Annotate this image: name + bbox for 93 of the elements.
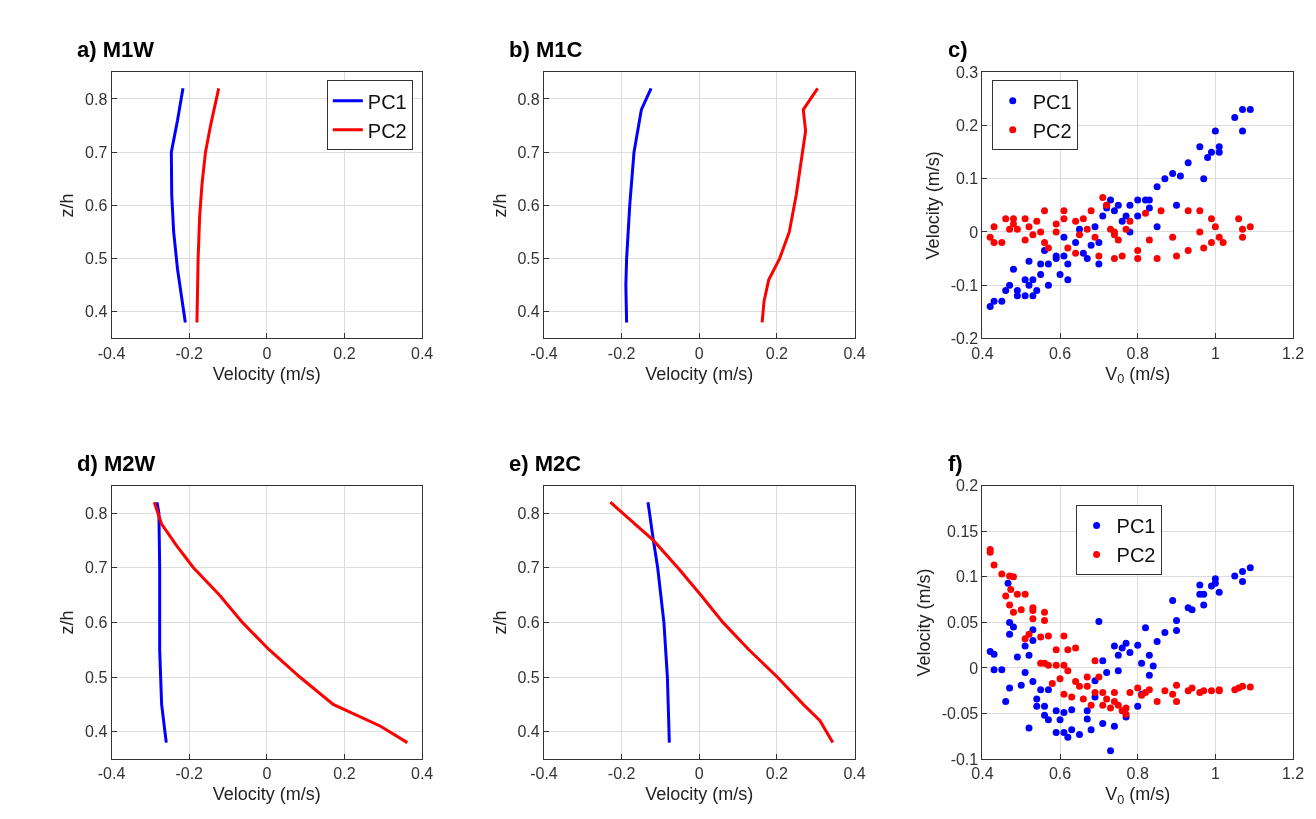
y-tick-label: 0.5: [517, 668, 540, 686]
y-axis-title: z/h: [57, 610, 78, 635]
y-tick-label: -0.1: [950, 750, 979, 768]
line-series: [646, 500, 671, 745]
y-tick-label: 0.2: [955, 477, 979, 495]
y-tick-label: 0.6: [517, 196, 540, 214]
y-tick-label: 0.5: [517, 250, 540, 268]
x-tick-label: -0.2: [607, 765, 636, 783]
y-tick-label: 0.8: [85, 90, 108, 108]
x-tick-label: 0.2: [765, 765, 789, 783]
chart-title: d) M2W: [77, 451, 156, 476]
x-tick-label: -0.2: [607, 344, 636, 362]
chart-title: b) M1C: [509, 37, 583, 62]
y-tick-label: 0.15: [947, 522, 979, 540]
y-tick-label: 0.6: [517, 613, 540, 631]
y-axis-title: Velocity (m/s): [922, 151, 943, 260]
x-tick-label: 0.8: [1126, 765, 1149, 783]
chart-title: e) M2C: [509, 451, 582, 476]
x-tick-label: -0.2: [175, 765, 204, 783]
y-tick-label: 0.4: [85, 723, 108, 741]
legend-label: PC2: [1116, 544, 1156, 567]
x-tick-label: 0.4: [843, 344, 866, 362]
y-tick-label: 0.3: [955, 63, 979, 81]
chart-title: f): [948, 451, 963, 476]
y-tick-label: 0.6: [85, 196, 108, 214]
x-tick-label: 0.4: [411, 765, 434, 783]
y-tick-label: -0.1: [950, 276, 979, 294]
x-axis-title: Velocity (m/s): [645, 363, 754, 384]
x-tick-label: -0.4: [97, 765, 126, 783]
y-tick-label: 0: [969, 659, 979, 677]
x-tick-label: 1: [1210, 344, 1220, 362]
line-series: [169, 86, 187, 324]
y-tick-label: 0.8: [517, 504, 540, 522]
y-tick-label: 0.7: [85, 143, 108, 161]
y-tick-label: 0.6: [85, 613, 108, 631]
y-tick-label: 0.7: [517, 559, 540, 577]
x-tick-label: 0.2: [333, 765, 356, 783]
x-tick-label: 0: [262, 765, 272, 783]
x-tick-label: -0.2: [175, 344, 204, 362]
legend-label: PC1: [1116, 515, 1156, 538]
y-axis-title: z/h: [57, 193, 78, 218]
x-axis-title: Velocity (m/s): [212, 784, 321, 805]
y-tick-label: 0.4: [517, 723, 540, 741]
x-tick-label: 0.4: [843, 765, 866, 783]
y-tick-label: 0.7: [85, 559, 108, 577]
y-axis-title: z/h: [489, 610, 510, 635]
x-tick-label: 1: [1210, 765, 1220, 783]
x-tick-label: 0.6: [1048, 344, 1072, 362]
y-axis-title: Velocity (m/s): [913, 568, 934, 677]
y-tick-label: 0: [969, 223, 979, 241]
line-series: [608, 500, 835, 745]
y-tick-label: 0.4: [517, 303, 540, 321]
y-tick-label: 0.05: [947, 613, 979, 631]
y-tick-label: 0.5: [85, 668, 108, 686]
y-tick-label: 0.4: [85, 303, 108, 321]
legend-label: PC2: [1032, 119, 1072, 142]
x-tick-label: 0: [694, 765, 704, 783]
legend-label: PC1: [367, 90, 407, 113]
x-tick-label: 0.4: [411, 344, 434, 362]
y-tick-label: 0.5: [85, 250, 108, 268]
chart-title: a) M1W: [77, 37, 155, 62]
x-axis-title: Velocity (m/s): [645, 784, 754, 805]
x-tick-label: 0.6: [1048, 765, 1072, 783]
x-tick-label: 0: [262, 344, 272, 362]
y-axis-title: z/h: [489, 193, 510, 218]
y-tick-label: -0.2: [950, 329, 979, 347]
y-tick-label: 0.1: [955, 568, 979, 586]
x-tick-label: 1.2: [1281, 344, 1305, 362]
chart-title: c): [948, 37, 968, 62]
line-series: [155, 500, 168, 745]
line-series: [152, 500, 409, 745]
x-tick-label: -0.4: [97, 344, 126, 362]
x-tick-label: -0.4: [530, 765, 558, 783]
y-tick-label: 0.7: [517, 143, 540, 161]
y-tick-label: 0.1: [955, 170, 979, 188]
y-tick-label: 0.8: [517, 90, 540, 108]
x-axis-title: Velocity (m/s): [212, 363, 321, 384]
y-tick-label: 0.2: [955, 117, 979, 135]
x-tick-label: 0: [694, 344, 704, 362]
legend-label: PC2: [367, 119, 407, 142]
x-tick-label: 0.2: [765, 344, 789, 362]
x-tick-label: 0.2: [333, 344, 356, 362]
legend-label: PC1: [1032, 90, 1072, 113]
x-axis-title: V$_{0}$ (m/s): [1105, 363, 1171, 387]
line-series: [195, 86, 221, 324]
x-tick-label: 0.8: [1126, 344, 1149, 362]
line-series: [760, 86, 820, 324]
x-tick-label: -0.4: [530, 344, 558, 362]
x-tick-label: 1.2: [1281, 765, 1305, 783]
y-tick-label: 0.8: [85, 504, 108, 522]
x-axis-title: V$_{0}$ (m/s): [1105, 784, 1171, 808]
line-series: [624, 86, 653, 324]
y-tick-label: -0.05: [941, 705, 979, 723]
